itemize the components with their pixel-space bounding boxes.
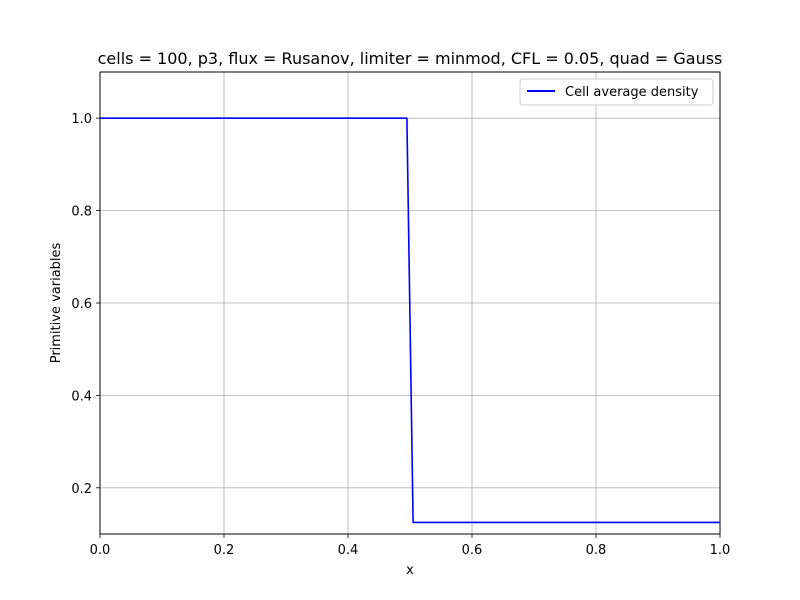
legend: Cell average density [519, 78, 714, 106]
y-tick-label: 1.0 [71, 112, 92, 127]
y-tick-label: 0.8 [71, 205, 92, 220]
y-tick-label: 0.2 [71, 482, 92, 497]
series-line-cell-average-density [100, 117, 720, 524]
x-tick-label: 1.0 [710, 543, 731, 558]
x-tick-label: 0.4 [338, 543, 359, 558]
y-axis-label: Primitive variables [49, 242, 64, 363]
legend-label: Cell average density [565, 85, 699, 100]
legend-box [519, 78, 714, 106]
ticks: 0.0 0.2 0.4 0.6 0.8 1.0 0.2 0.4 0.6 0.8 1.0 [71, 112, 730, 558]
x-tick-label: 0.2 [214, 543, 235, 558]
x-axis-label: x [406, 563, 414, 578]
x-tick-label: 0.6 [462, 543, 483, 558]
y-tick-label: 0.4 [71, 389, 92, 404]
chart-title: cells = 100, p3, flux = Rusanov, limiter… [98, 49, 723, 68]
x-tick-label: 0.8 [586, 543, 607, 558]
y-tick-label: 0.6 [71, 297, 92, 312]
series-layer [100, 117, 720, 524]
x-tick-label: 0.0 [90, 543, 111, 558]
